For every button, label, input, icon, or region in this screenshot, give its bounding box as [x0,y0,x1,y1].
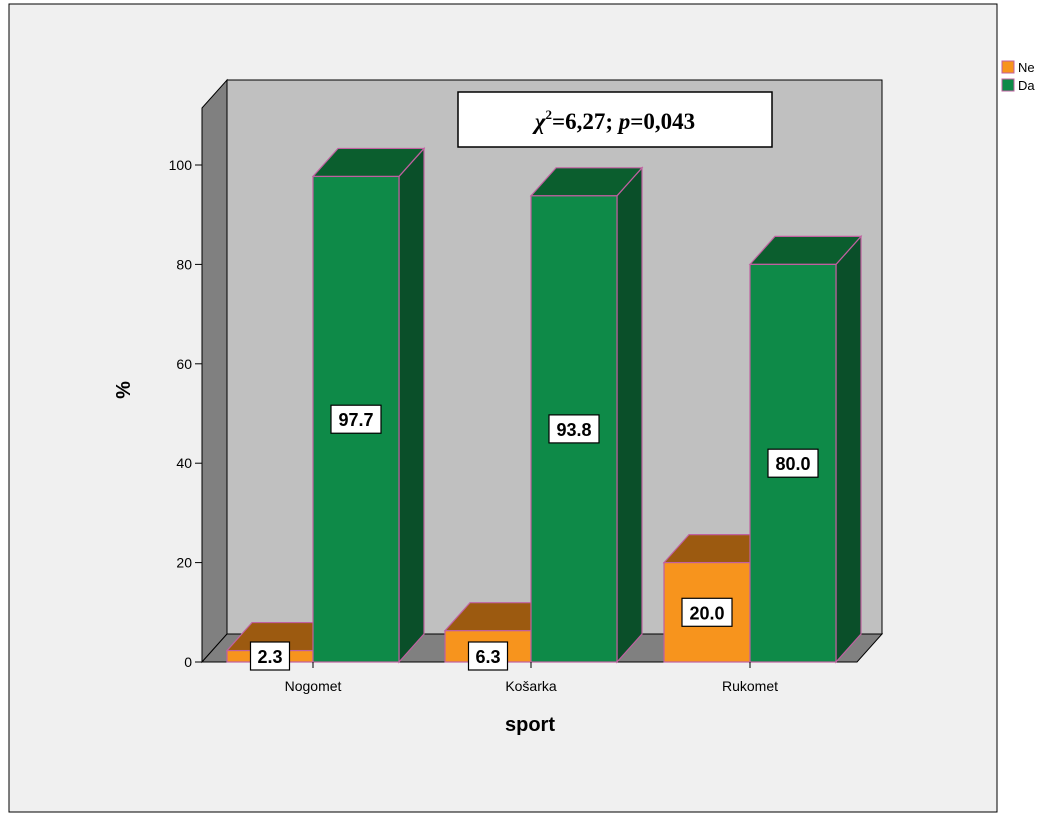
annotation-text: χ2=6,27; p=0,043 [532,107,695,134]
y-tick-label: 60 [176,356,192,372]
x-tick-label: Nogomet [285,678,342,694]
y-axis: 0 20 40 60 80 100 [169,157,202,670]
data-label-box [548,414,600,444]
y-tick-label: 80 [176,256,192,272]
data-label-ne: 6.3 [475,647,500,667]
statistics-annotation: χ2=6,27; p=0,043 [457,91,773,148]
data-label-da: 80.0 [775,454,810,474]
data-label-ne: 2.3 [257,647,282,667]
data-label-ne: 20.0 [689,603,724,623]
bar-side-face [835,234,862,664]
y-tick-label: 0 [184,654,192,670]
bar-side-face [398,146,425,664]
y-tick-label: 20 [176,555,192,571]
data-labels: 2.3 97.7 6.3 93.8 20.0 80.0 [249,404,819,671]
bar-side-face [616,166,643,664]
legend: Ne Da [1001,60,1035,93]
bar-da-2 [748,234,863,664]
x-tick-label: Rukomet [722,678,778,694]
x-tick-label: Košarka [505,678,557,694]
annotation-sup: 2 [546,107,553,122]
annotation-chi: χ [532,109,547,134]
annotation-p: p [617,109,631,134]
data-label-da: 93.8 [556,420,591,440]
plot-left-wall [201,78,228,664]
annotation-box [457,91,773,148]
x-axis: Nogomet Košarka Rukomet [285,662,778,694]
data-label-box [767,448,819,478]
legend-label-da: Da [1018,78,1035,93]
y-axis-title: % [113,381,135,399]
x-axis-title: sport [505,714,555,736]
data-label-box [249,641,291,671]
data-label-da: 97.7 [338,410,373,430]
legend-label-ne: Ne [1018,60,1035,75]
data-label-box [330,404,382,434]
data-label-box [681,597,733,627]
annotation-stat: =6,27; [552,109,619,134]
annotation-pval: =0,043 [630,109,695,134]
y-tick-label: 40 [176,455,192,471]
legend-swatch-da [1001,78,1015,92]
data-label-box [467,641,509,671]
bar-front-face [663,561,751,663]
legend-swatch-ne [1001,60,1015,74]
y-tick-label: 100 [169,157,193,173]
